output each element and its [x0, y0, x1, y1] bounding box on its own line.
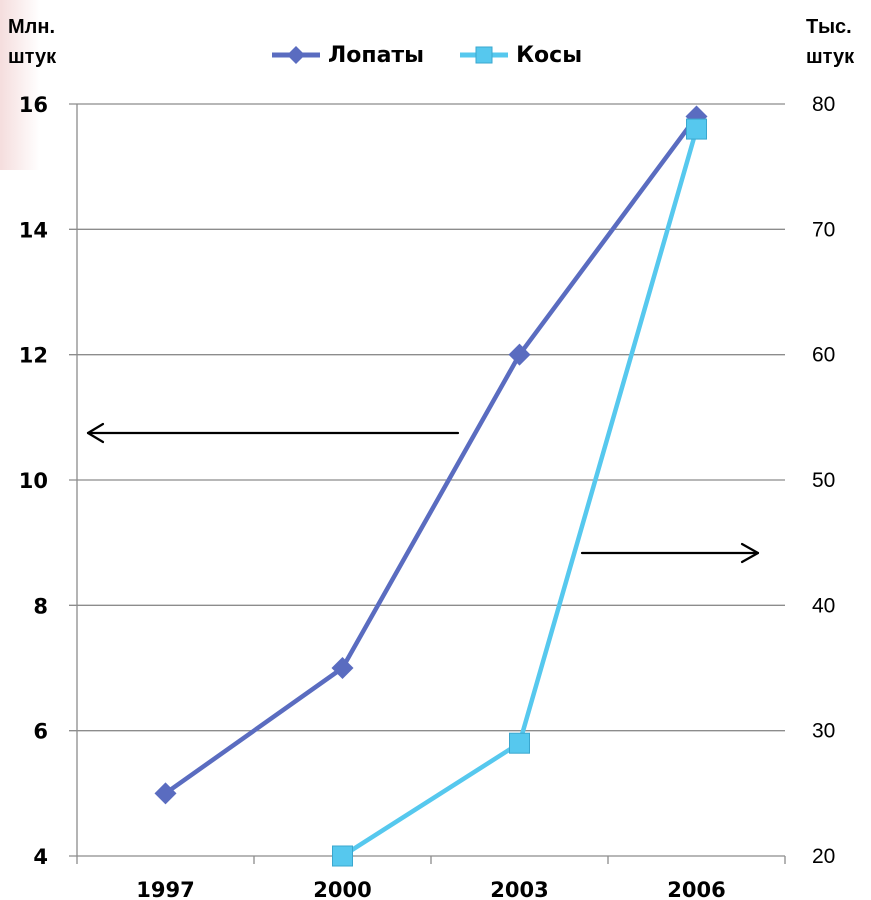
- data-point-scythes: [686, 118, 707, 140]
- left-axis-unit-label: Млн. штук: [8, 12, 56, 72]
- right-axis-tick-label: 20: [812, 845, 835, 868]
- x-axis-tick-label: 1997: [136, 878, 194, 900]
- left-axis-tick-label: 8: [33, 594, 48, 618]
- legend-swatch-scythes: [460, 46, 509, 64]
- legend-item-scythes: Косы: [458, 42, 582, 68]
- legend-label-scythes: Косы: [516, 42, 583, 68]
- right-axis-tick-label: 40: [812, 594, 835, 617]
- data-point-spades: [154, 782, 177, 805]
- chart-legend: Лопаты Косы: [270, 40, 616, 70]
- right-axis-unit-line-1: Тыс.: [806, 16, 852, 38]
- right-axis-tick-label: 80: [812, 93, 835, 116]
- left-axis-tick-label: 12: [19, 344, 48, 368]
- legend-label-spades: Лопаты: [328, 42, 425, 68]
- right-axis-tick-label: 30: [812, 720, 835, 743]
- x-axis-tick-label: 2003: [490, 878, 548, 900]
- data-point-scythes: [332, 845, 353, 867]
- right-axis-arrowhead: [740, 542, 760, 564]
- x-axis-tick-label: 2006: [667, 878, 725, 900]
- left-axis-tick-label: 4: [33, 845, 48, 869]
- left-axis-unit-line-2: штук: [8, 46, 57, 68]
- series-line-spades: [164, 115, 699, 796]
- left-axis-arrowhead: [86, 422, 105, 444]
- right-axis-unit-line-2: штук: [806, 46, 855, 68]
- right-axis-tick-label: 60: [812, 344, 835, 367]
- left-axis-tick-label: 10: [19, 469, 48, 493]
- left-axis-unit-line-1: Млн.: [8, 16, 56, 38]
- right-axis-unit-label: Тыс. штук: [806, 12, 854, 72]
- right-axis-tick-label: 70: [812, 218, 835, 241]
- x-axis-tick-label: 2000: [313, 878, 371, 900]
- legend-swatch-spades: [272, 46, 320, 64]
- data-point-scythes: [509, 732, 530, 754]
- legend-item-spades: Лопаты: [270, 42, 424, 68]
- data-point-spades: [331, 657, 354, 679]
- left-axis-tick-label: 6: [33, 720, 48, 744]
- left-axis-tick-label: 14: [19, 218, 48, 242]
- data-point-spades: [508, 343, 531, 366]
- left-axis-tick-label: 16: [19, 93, 48, 117]
- right-axis-tick-label: 50: [812, 469, 835, 492]
- corner-decoration: [0, 0, 40, 170]
